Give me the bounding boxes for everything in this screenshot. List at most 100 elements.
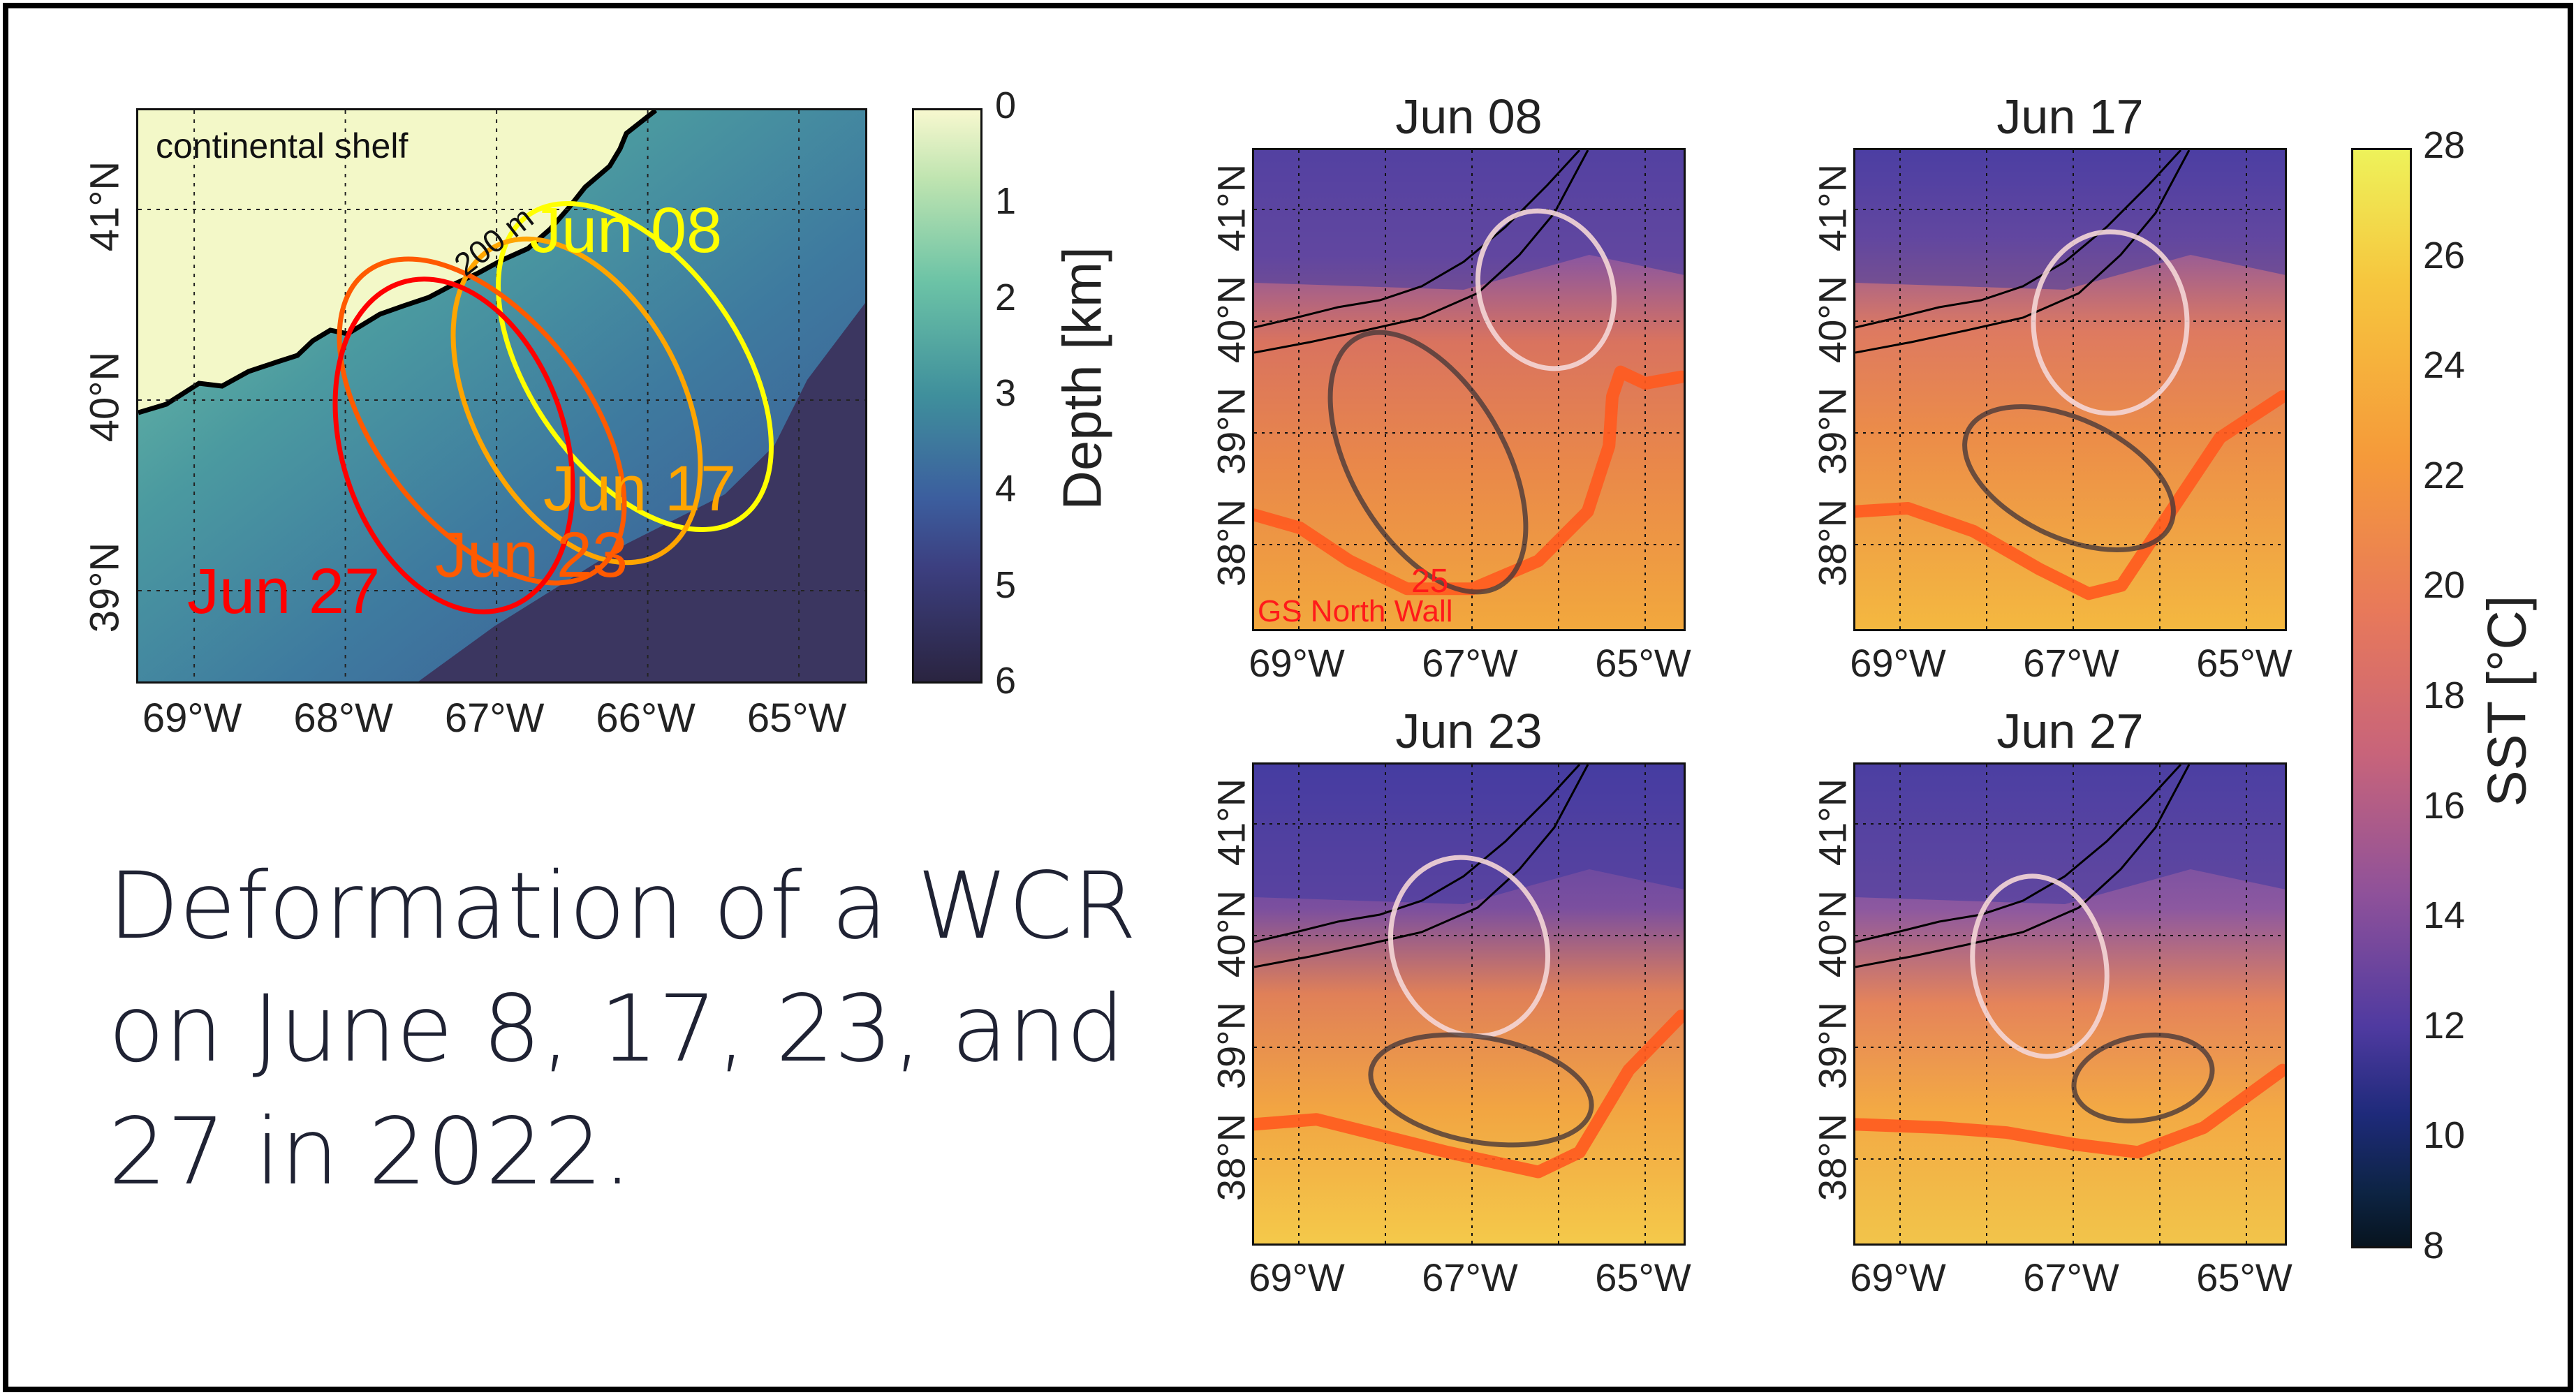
abyssal-plain [418,302,865,681]
isotherm-25-label: 25 [1411,563,1449,600]
lat-tick-label: 40°N [82,351,128,443]
lon-tick-label: 65°W [2196,1255,2292,1299]
sst-tick-label: 22 [2423,454,2466,496]
depth-tick-label: 0 [995,84,1017,126]
eddy-outline-previous [1970,873,2110,1059]
eddy-date-label: Jun 17 [543,453,737,524]
lon-tick-label: 67°W [2023,1255,2119,1299]
eddy-outline-jun-08 [496,200,774,533]
lat-tick-label: 38°N [1810,499,1855,587]
lon-tick-label: 65°W [746,695,847,741]
sst-tick-label: 8 [2423,1225,2445,1267]
gs-north-wall-line [1855,390,2285,600]
isobath-line [1254,765,1589,968]
eddy-outline-jun-23 [337,256,627,586]
eddy-outline-current [1962,404,2176,553]
lon-tick-label: 69°W [1850,1255,1946,1299]
lat-tick-label: 38°N [1209,499,1253,587]
depth-colorbar [912,108,982,684]
cold-slope-water [1855,765,2285,904]
lon-tick-label: 67°W [2023,641,2119,685]
caption-line: Deformation of a WCR [108,852,1137,960]
eddy-outline-previous [1475,208,1617,371]
lon-tick-label: 68°W [293,695,393,741]
isobath-line [1855,150,2191,354]
eddy-outline-previous [2031,229,2190,416]
lon-tick-label: 65°W [1595,641,1691,685]
eddy-outline-previous [1388,855,1551,1039]
sst-panel-title: Jun 23 [1395,704,1543,758]
sst-panel-title: Jun 27 [1996,704,2144,758]
depth-tick-label: 4 [995,468,1017,510]
sst-map-panel: 25 GS North Wall [1252,148,1686,631]
sst-tick-label: 28 [2423,124,2466,166]
cold-slope-water [1254,150,1684,290]
isobath-200m-line [138,110,658,415]
figure-frame [3,3,2573,1392]
eddy-outline-jun-27 [332,276,575,614]
sst-map-panel [1853,148,2287,631]
sst-map-canvas [1855,765,2285,1243]
continental-shelf-label: continental shelf [156,126,409,165]
isobath-line [1254,150,1581,329]
depth-tick-label: 1 [995,180,1017,223]
depth-tick-label: 6 [995,659,1017,702]
bathymetry-map: continental shelf 200 m Jun 08 Jun 17 Jun … [136,108,867,684]
caption-line: 27 in 2022. [108,1098,633,1206]
depth-colorbar-label: Depth [km] [1051,246,1113,510]
eddy-outline-current [1327,330,1529,595]
figure-caption: Deformation of a WCR on June 8, 17, 23, … [108,845,1156,1213]
isobath-line [1855,150,2182,329]
sst-tick-label: 12 [2423,1004,2466,1047]
depth-tick-label: 2 [995,276,1017,318]
eddy-outline-current [2071,1032,2215,1124]
gs-north-wall-line [1855,1063,2285,1159]
sst-map-canvas [1855,150,2285,629]
sst-tick-label: 20 [2423,564,2466,607]
eddy-date-label: Jun 23 [435,519,628,591]
sst-colorbar [2351,148,2412,1248]
depth-tick-label: 5 [995,563,1017,606]
lon-tick-label: 65°W [2196,641,2292,685]
lat-tick-label: 38°N [1810,1113,1855,1202]
cold-slope-water [1254,765,1684,904]
lat-tick-label: 39°N [82,542,128,633]
lat-tick-label: 38°N [1209,1113,1253,1202]
lon-tick-label: 69°W [142,695,242,741]
lon-tick-label: 67°W [1422,1255,1518,1299]
sst-tick-label: 24 [2423,344,2466,387]
lon-tick-label: 66°W [596,695,695,741]
isobath-line [1855,765,2191,968]
lon-tick-label: 69°W [1850,641,1946,685]
isobath-line [1254,765,1581,943]
bathymetry-map-canvas [138,110,865,681]
depth-tick-label: 3 [995,371,1017,414]
lon-tick-label: 67°W [1422,641,1518,685]
sst-tick-label: 14 [2423,894,2466,937]
gs-north-wall-line [1254,365,1684,596]
sst-panel-title: Jun 17 [1996,89,2144,144]
sst-map-panel [1853,762,2287,1246]
sst-colorbar-label: SST [°C] [2475,595,2538,807]
eddy-date-label: Jun 27 [187,556,381,627]
cold-slope-water [1855,150,2285,290]
sst-map-panel [1252,762,1686,1246]
lon-tick-label: 69°W [1249,1255,1345,1299]
sst-tick-label: 18 [2423,674,2466,716]
lat-tick-label: 41°N [82,161,128,252]
lon-tick-label: 67°W [444,695,545,741]
lon-tick-label: 65°W [1595,1255,1691,1299]
sst-map-canvas [1254,765,1684,1243]
gs-north-wall-label: GS North Wall [1258,594,1453,628]
sst-tick-label: 10 [2423,1114,2466,1157]
eddy-date-label: Jun 08 [529,195,723,266]
caption-line: on June 8, 17, 23, and [108,975,1125,1083]
sst-tick-label: 26 [2423,234,2466,276]
isobath-line [1855,765,2182,943]
sst-panel-title: Jun 08 [1395,89,1543,144]
eddy-outline-jun-17 [450,236,703,566]
isobath-line [1254,150,1589,354]
lon-tick-label: 69°W [1249,641,1345,685]
sst-map-canvas [1254,150,1684,629]
gs-north-wall-line [1254,1010,1684,1179]
